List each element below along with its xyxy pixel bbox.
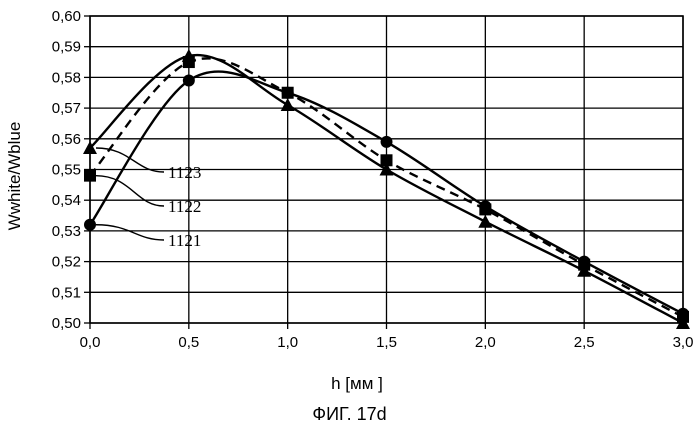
data-point-1121 [381,136,393,148]
y-tick-label: 0,54 [52,192,81,209]
x-axis-title: h [мм ] [331,374,383,393]
data-point-1121 [84,219,96,231]
data-point-1123 [281,98,295,111]
y-tick-label: 0,59 [52,39,81,56]
x-tick-label: 2,5 [574,334,595,351]
tick-labels: 0,50 0,51 0,52 0,53 0,54 0,55 0,56 0,57 0,58 0,59… [52,8,694,351]
line-chart: 0,50 0,51 0,52 0,53 0,54 0,55 0,56 0,57 0,58 0,59… [0,0,699,400]
x-tick-label: 1,0 [277,334,298,351]
y-tick-label: 0,52 [52,254,81,271]
y-tick-label: 0,53 [52,223,81,240]
data-point-1122 [381,154,393,166]
y-tick-label: 0,58 [52,69,81,86]
data-point-1121 [578,256,590,268]
leader-line-1121 [96,225,164,240]
series-label-1122: 1122 [168,197,201,216]
figure-caption: ФИГ. 17d [0,404,699,425]
y-tick-label: 0,55 [52,162,81,179]
data-point-1121 [183,74,195,86]
y-tick-label: 0,57 [52,100,81,117]
data-point-1121 [282,87,294,99]
series-label-1123: 1123 [168,163,201,182]
series-leader-lines [96,148,164,240]
data-point-1123 [478,215,492,228]
data-point-1122 [84,170,96,182]
data-point-1122 [183,56,195,68]
leader-line-1123 [96,148,164,172]
x-tick-label: 2,0 [475,334,496,351]
x-tick-label: 3,0 [673,334,694,351]
y-tick-label: 0,60 [52,8,81,25]
series-label-1121: 1121 [168,231,201,250]
y-tick-label: 0,51 [52,284,81,301]
x-tick-label: 0,0 [80,334,101,351]
x-tick-label: 0,5 [178,334,199,351]
y-tick-label: 0,56 [52,131,81,148]
y-axis-title: Wwhite/Wblue [5,122,24,231]
data-point-1121 [677,308,689,320]
y-tick-label: 0,50 [52,315,81,332]
x-tick-label: 1,5 [376,334,397,351]
data-point-1121 [479,200,491,212]
leader-line-1122 [96,176,164,206]
